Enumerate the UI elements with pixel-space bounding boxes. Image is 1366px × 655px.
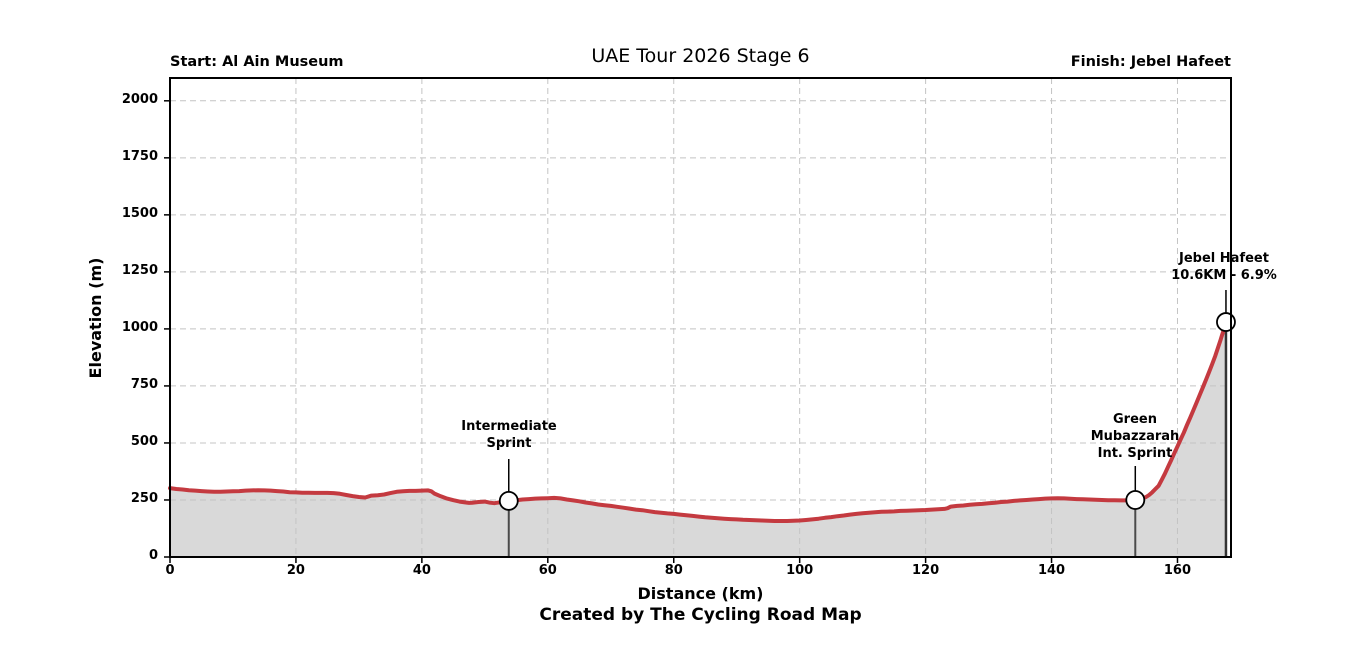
y-tick-label: 1000 (121, 319, 158, 335)
x-tick-label: 20 (286, 563, 305, 578)
elevation-area-fill (170, 322, 1227, 557)
y-tick-label: 2000 (121, 91, 158, 107)
chart-title: UAE Tour 2026 Stage 6 (591, 45, 810, 67)
credit-label: Created by The Cycling Road Map (539, 605, 862, 625)
y-tick-label: 1750 (121, 148, 158, 164)
marker-circle-green-mubazzarah-int-sprint (1125, 490, 1146, 510)
x-tick-label: 40 (412, 563, 431, 578)
finish-label: Finish: Jebel Hafeet (1070, 54, 1231, 70)
x-tick-label: 60 (538, 563, 557, 578)
x-tick-label: 0 (165, 563, 175, 578)
annotation-green-mubazzarah: Green Mubazzarah Int. Sprint (1090, 412, 1180, 461)
y-tick-label: 500 (130, 433, 158, 449)
y-tick-label: 1500 (121, 205, 158, 221)
y-tick-label: 0 (148, 548, 158, 563)
plot-border (169, 77, 1232, 558)
start-label: Start: Al Ain Museum (170, 54, 344, 70)
x-tick-label: 140 (1037, 563, 1066, 578)
marker-circle-intermediate-sprint (498, 490, 519, 511)
x-tick-label: 100 (786, 563, 814, 578)
x-tick-label: 160 (1163, 563, 1192, 578)
x-tick-label: 120 (912, 563, 940, 578)
y-tick-label: 250 (130, 490, 158, 506)
marker-circle-jebel-hafeet-finish (1216, 312, 1236, 332)
y-tick-label: 750 (130, 376, 158, 392)
x-tick-label: 80 (664, 563, 683, 578)
annotation-intermediate-sprint: Intermediate Sprint (461, 419, 557, 451)
annotation-jebel-hafeet: Jebel Hafeet 10.6KM - 6.9% (1171, 251, 1277, 283)
y-tick-label: 1250 (121, 262, 158, 278)
x-axis-label: Distance (km) (637, 584, 764, 603)
